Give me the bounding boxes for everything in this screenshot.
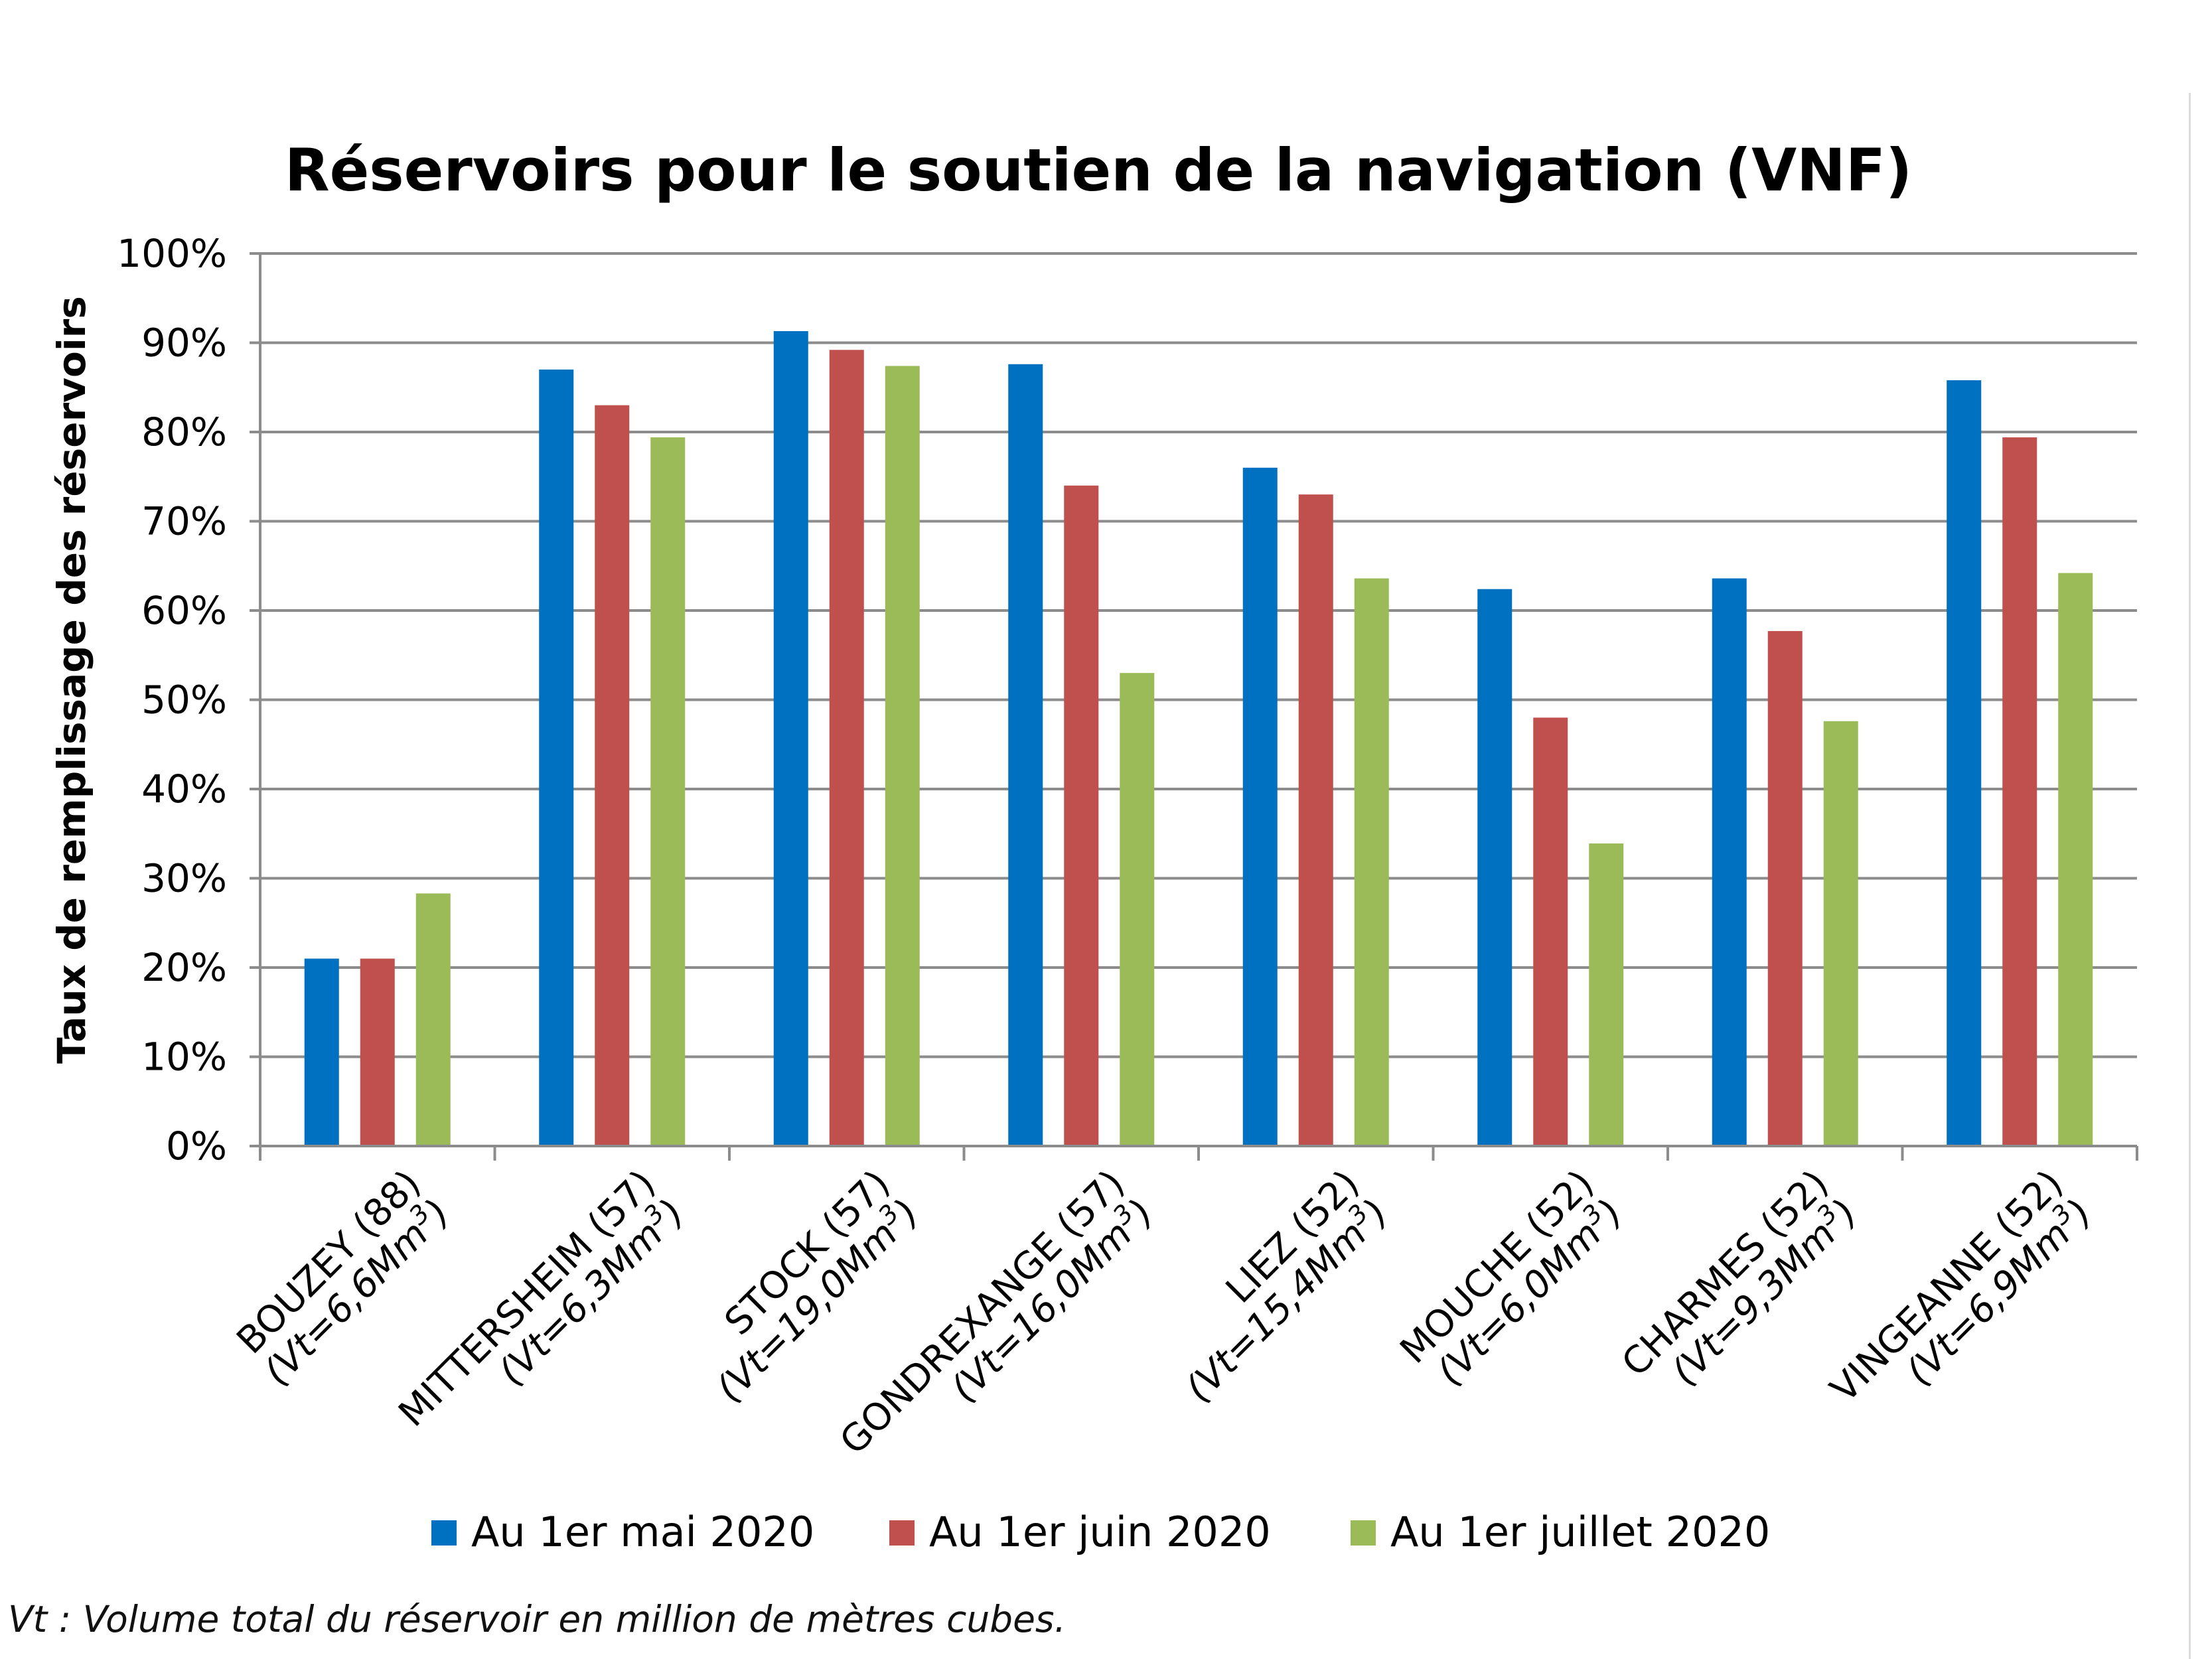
x-tick-label: MOUCHE (52)(Vt=6,0Mm3): [1392, 1162, 1631, 1394]
y-tick-label: 100%: [117, 231, 227, 276]
bar: [885, 366, 920, 1146]
divider-line: [2189, 93, 2191, 1659]
legend-swatch: [889, 1520, 915, 1546]
bar: [1589, 843, 1624, 1146]
y-tick-label: 10%: [141, 1035, 227, 1080]
chart-title: Réservoirs pour le soutien de la navigat…: [285, 136, 1912, 204]
y-tick-label: 70%: [141, 499, 227, 544]
bars: [304, 331, 2093, 1146]
x-tick-labels: BOUZEY (88)(Vt=6,6Mm3)MITTERSHEIM (57)(V…: [229, 1162, 2101, 1463]
legend: Au 1er mai 2020 Au 1er juin 2020 Au 1er ju…: [431, 1508, 1770, 1556]
bar: [1712, 578, 1747, 1146]
bar: [1064, 485, 1099, 1146]
y-tick-label: 0%: [166, 1123, 227, 1169]
legend-swatch: [431, 1520, 457, 1546]
x-tick-label: BOUZEY (88)(Vt=6,6Mm3): [229, 1162, 459, 1394]
y-tick-label: 60%: [141, 588, 227, 633]
bar: [1354, 578, 1389, 1146]
x-tick-label: STOCK (57)(Vt=19,0Mm3): [708, 1162, 928, 1411]
bar: [1477, 589, 1512, 1146]
bar: [773, 331, 808, 1146]
bar: [360, 958, 395, 1146]
bar: [1242, 467, 1278, 1146]
x-tick-label: VINGEANNE (52)(Vt=6,9Mm3): [1822, 1162, 2101, 1411]
bar: [1008, 364, 1043, 1146]
bar: [304, 958, 339, 1146]
y-tick-label: 50%: [141, 678, 227, 723]
legend-label: Au 1er mai 2020: [471, 1508, 814, 1556]
x-tick-label: LIEZ (52)(Vt=15,4Mm3): [1177, 1162, 1397, 1411]
legend-label: Au 1er juillet 2020: [1390, 1508, 1770, 1556]
y-axis-label: Taux de remplissage des réservoirs: [49, 296, 94, 1064]
legend-label: Au 1er juin 2020: [929, 1508, 1271, 1556]
axes: [250, 252, 2138, 1161]
y-tick-label: 30%: [141, 856, 227, 901]
y-tick-label: 80%: [141, 409, 227, 455]
bar: [2058, 573, 2093, 1146]
bar: [1120, 673, 1155, 1146]
bar: [539, 369, 574, 1146]
bar: [1947, 380, 1982, 1146]
bar: [1298, 494, 1333, 1146]
bar: [650, 437, 686, 1146]
y-tick-label: 20%: [141, 945, 227, 990]
footnote: Vt : Volume total du réservoir en millio…: [8, 1598, 1067, 1640]
legend-swatch: [1351, 1520, 1376, 1546]
bar: [1533, 717, 1568, 1146]
bar: [2002, 437, 2037, 1146]
bar: [595, 405, 630, 1146]
y-tick-label: 40%: [141, 766, 227, 812]
y-tick-label: 90%: [141, 321, 227, 366]
bar: [1823, 721, 1858, 1146]
bar: [1767, 630, 1803, 1146]
bar: [829, 350, 864, 1146]
legend-item: Au 1er juin 2020: [889, 1508, 1271, 1556]
legend-item: Au 1er mai 2020: [431, 1508, 814, 1556]
bar: [415, 893, 451, 1146]
y-tick-labels: 0% 10% 20% 30% 40% 50% 60% 70% 80% 90% 100%: [117, 231, 227, 1169]
legend-item: Au 1er juillet 2020: [1351, 1508, 1770, 1556]
